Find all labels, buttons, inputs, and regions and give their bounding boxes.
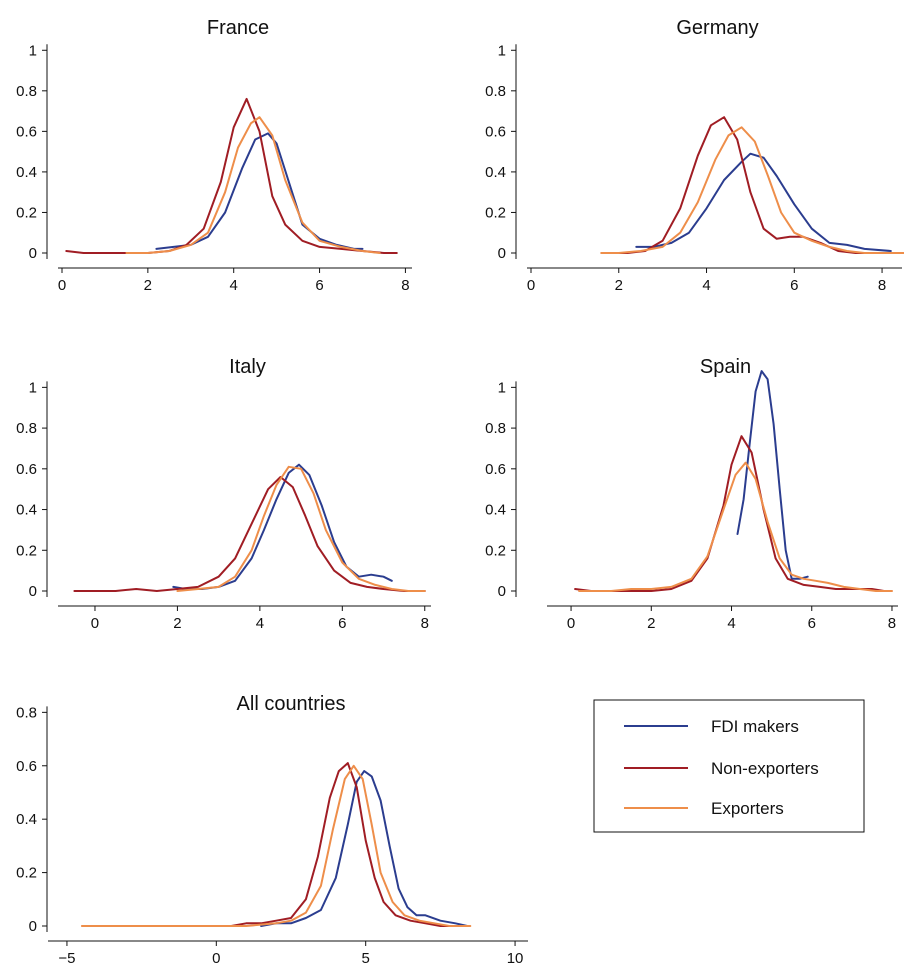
panel-italy-y-tick-label: 1 bbox=[29, 379, 37, 396]
panel-spain-y-tick-label: 0 bbox=[498, 583, 506, 600]
panel-germany-y-tick-label: 0 bbox=[498, 245, 506, 262]
panel-france-x-tick-label: 8 bbox=[401, 277, 409, 294]
panel-france-series-fdi-makers bbox=[155, 132, 364, 250]
panel-spain-x-tick-label: 6 bbox=[808, 615, 816, 632]
panel-france-x-tick-label: 4 bbox=[230, 277, 238, 294]
panel-germany-x-tick-label: 8 bbox=[878, 277, 886, 294]
panel-spain-y-tick-label: 0.6 bbox=[485, 461, 506, 478]
legend-label-exporters: Exporters bbox=[711, 799, 784, 818]
panel-germany-series-non-exporters bbox=[609, 116, 875, 254]
panel-germany-y-tick-label: 0.2 bbox=[485, 204, 506, 221]
panel-all-countries: All countries 0 0.2 0.4 0.6 0.8 −5 0 5 10 bbox=[16, 693, 528, 967]
panel-spain-title: Spain bbox=[700, 356, 751, 378]
panel-all-countries-x-tick-label: 0 bbox=[212, 950, 220, 967]
panel-france-y-tick-label: 0.8 bbox=[16, 83, 37, 100]
panel-france-series-non-exporters bbox=[65, 97, 398, 254]
panel-germany-y-tick-label: 0.6 bbox=[485, 123, 506, 140]
panel-italy-series-exporters bbox=[176, 465, 426, 592]
panel-france-x-tick-label: 0 bbox=[58, 277, 66, 294]
panel-france: France 0 0.2 0.4 0.6 0.8 1 0 2 4 6 8 bbox=[16, 17, 412, 294]
panel-spain-y-tick-label: 0.8 bbox=[485, 420, 506, 437]
legend-items: FDI makers Non-exporters Exporters bbox=[624, 717, 819, 818]
panel-all-countries-series-exporters bbox=[80, 764, 472, 927]
panel-italy-series-non-exporters bbox=[73, 476, 426, 592]
panel-france-y-tick-label: 0.2 bbox=[16, 204, 37, 221]
panel-all-countries-y-tick-label: 0 bbox=[29, 918, 37, 935]
panel-all-countries-x-tick-label: −5 bbox=[58, 950, 75, 967]
panel-spain: Spain 0 0.2 0.4 0.6 0.8 1 0 2 4 6 8 bbox=[485, 356, 898, 632]
panel-france-title: France bbox=[207, 17, 269, 39]
panel-france-series-exporters bbox=[125, 116, 381, 254]
panel-all-countries-title: All countries bbox=[237, 693, 346, 715]
panel-spain-x-tick-label: 2 bbox=[647, 615, 655, 632]
panel-spain-series-non-exporters bbox=[574, 435, 885, 592]
legend-box bbox=[593, 699, 865, 833]
panel-all-countries-x-tick-label: 10 bbox=[507, 950, 524, 967]
panel-france-x-tick-label: 2 bbox=[144, 277, 152, 294]
panel-germany-series-exporters bbox=[600, 126, 904, 254]
panel-germany-x-tick-label: 0 bbox=[527, 277, 535, 294]
panel-germany: Germany 0 0.2 0.4 0.6 0.8 1 0 2 4 6 8 bbox=[485, 17, 904, 294]
panel-italy-y-tick-label: 0.2 bbox=[16, 542, 37, 559]
panel-italy-y-tick-label: 0.6 bbox=[16, 461, 37, 478]
legend: FDI makers Non-exporters Exporters bbox=[593, 699, 865, 833]
panel-spain-x-tick-label: 0 bbox=[567, 615, 575, 632]
panel-spain-x-tick-label: 4 bbox=[727, 615, 735, 632]
panel-france-y-tick-label: 0.6 bbox=[16, 123, 37, 140]
panel-italy-y-tick-label: 0.4 bbox=[16, 502, 37, 519]
panel-all-countries-x-tick-label: 5 bbox=[362, 950, 370, 967]
panel-all-countries-y-tick-label: 0.2 bbox=[16, 865, 37, 882]
panel-all-countries-y-tick-label: 0.4 bbox=[16, 811, 37, 828]
legend-label-non-exporters: Non-exporters bbox=[711, 759, 819, 778]
panel-all-countries-series-fdi-makers bbox=[260, 770, 469, 927]
panel-germany-y-tick-label: 0.8 bbox=[485, 83, 506, 100]
panel-italy: Italy 0 0.2 0.4 0.6 0.8 1 0 2 4 6 8 bbox=[16, 356, 431, 632]
panel-all-countries-y-tick-label: 0.6 bbox=[16, 758, 37, 775]
panel-italy-x-tick-label: 2 bbox=[173, 615, 181, 632]
panel-germany-x-tick-label: 4 bbox=[702, 277, 710, 294]
panel-italy-x-tick-label: 4 bbox=[256, 615, 264, 632]
panel-germany-x-tick-label: 2 bbox=[615, 277, 623, 294]
panel-spain-series-exporters bbox=[578, 461, 893, 592]
panel-spain-series-fdi-makers bbox=[736, 370, 809, 580]
panel-france-x-tick-label: 6 bbox=[315, 277, 323, 294]
panel-germany-series-fdi-makers bbox=[635, 152, 892, 252]
panel-france-y-tick-label: 0 bbox=[29, 245, 37, 262]
panel-all-countries-series-non-exporters bbox=[200, 762, 457, 927]
panel-spain-y-tick-label: 1 bbox=[498, 379, 506, 396]
panel-france-y-tick-label: 0.4 bbox=[16, 164, 37, 181]
panel-all-countries-y-tick-label: 0.8 bbox=[16, 704, 37, 721]
panel-italy-x-tick-label: 0 bbox=[91, 615, 99, 632]
panel-france-y-tick-label: 1 bbox=[29, 42, 37, 59]
panel-germany-y-tick-label: 1 bbox=[498, 42, 506, 59]
panel-germany-x-tick-label: 6 bbox=[790, 277, 798, 294]
panel-spain-y-tick-label: 0.2 bbox=[485, 542, 506, 559]
panel-germany-y-tick-label: 0.4 bbox=[485, 164, 506, 181]
panel-italy-title: Italy bbox=[229, 356, 266, 378]
panel-spain-y-tick-label: 0.4 bbox=[485, 502, 506, 519]
panel-italy-y-tick-label: 0.8 bbox=[16, 420, 37, 437]
panel-italy-x-tick-label: 6 bbox=[338, 615, 346, 632]
panel-spain-x-tick-label: 8 bbox=[888, 615, 896, 632]
panel-italy-x-tick-label: 8 bbox=[421, 615, 429, 632]
panel-italy-series-fdi-makers bbox=[172, 463, 393, 590]
panel-italy-y-tick-label: 0 bbox=[29, 583, 37, 600]
legend-label-fdi-makers: FDI makers bbox=[711, 717, 799, 736]
panel-germany-title: Germany bbox=[676, 17, 758, 39]
